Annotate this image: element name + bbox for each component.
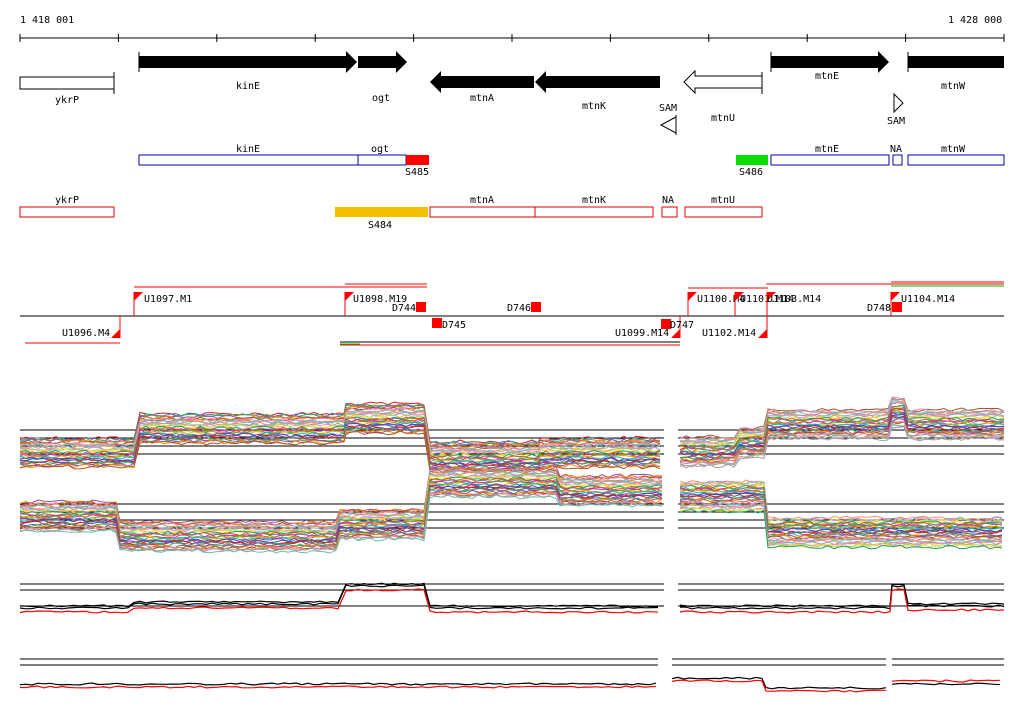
feature-D744[interactable]: D744 — [392, 302, 426, 314]
ruler-ticks — [19, 34, 1005, 42]
blue-segment-mtnE[interactable]: mtnE — [770, 144, 890, 166]
segment-label: NA — [662, 195, 674, 206]
blue-track: kinE ogt S485 S486 mtnE NA mtnW — [138, 144, 1005, 178]
feature-label: U1097.M1 — [144, 294, 192, 305]
expression-panel-reverse — [19, 465, 1004, 554]
expression-summary-reverse — [19, 658, 1004, 693]
terminator-label: SAM — [887, 116, 905, 127]
feature-label: U1102.M14 — [702, 328, 756, 339]
red-segment-NA[interactable]: NA — [661, 195, 678, 218]
segment-label: NA — [890, 144, 902, 155]
blue-segment-kinE[interactable]: kinE — [138, 144, 359, 166]
terminator-sam-left[interactable]: SAM — [659, 103, 677, 135]
feature-label: U1096.M4 — [62, 328, 110, 339]
segment-label: mtnA — [470, 195, 494, 206]
gene-mtnK[interactable]: mtnK — [535, 71, 660, 112]
coordinate-ruler: 1 418 001 1 428 000 — [19, 15, 1005, 42]
block-S484[interactable]: S484 — [335, 207, 428, 231]
feature-U1099.M14[interactable]: U1099.M14 — [615, 316, 681, 339]
feature-U1100.M4[interactable]: U1100.M4 — [687, 292, 745, 316]
gene-label: mtnW — [941, 81, 966, 92]
segment-label: mtnK — [582, 195, 606, 206]
feature-U1098.M19[interactable]: U1098.M19 — [344, 292, 407, 316]
segment-label: ogt — [371, 144, 389, 155]
red-segment-ykrP[interactable]: ykrP — [19, 195, 115, 218]
gene-mtnU[interactable]: mtnU — [683, 69, 763, 124]
feature-U1103.M14[interactable]: U1103.M14 — [766, 292, 821, 316]
segment-label: kinE — [236, 144, 260, 155]
blue-segment-ogt[interactable]: ogt — [357, 144, 407, 166]
blue-segment-NA[interactable]: NA — [890, 144, 903, 166]
feature-label: U1103.M14 — [767, 294, 821, 305]
ruler-end-label: 1 428 000 — [948, 15, 1002, 26]
feature-track: U1097.M1 U1098.M19 D744 D746 U1100.M4 U1… — [20, 281, 1004, 346]
ruler-start-label: 1 418 001 — [20, 15, 74, 26]
feature-U1102.M14[interactable]: U1102.M14 — [702, 316, 768, 339]
feature-label: U1098.M19 — [353, 294, 407, 305]
segment-label: mtnE — [815, 144, 839, 155]
segment-label: ykrP — [55, 195, 79, 206]
gene-label: mtnA — [470, 93, 494, 104]
feature-label: U1104.M14 — [901, 294, 955, 305]
red-segment-mtnK[interactable]: mtnK — [534, 195, 654, 218]
segment-label: mtnU — [711, 195, 735, 206]
feature-D745[interactable]: D745 — [432, 318, 466, 331]
terminator-label: SAM — [659, 103, 677, 114]
gene-mtnW[interactable]: mtnW — [907, 52, 1004, 92]
gene-label: ogt — [372, 93, 390, 104]
gene-kinE[interactable]: kinE — [138, 51, 357, 92]
gene-label: mtnK — [582, 101, 606, 112]
feature-U1096.M4[interactable]: U1096.M4 — [62, 316, 121, 339]
expression-summary-forward — [19, 582, 1005, 614]
gene-label: kinE — [236, 81, 260, 92]
feature-label: D748 — [867, 303, 891, 314]
feature-label: U1099.M14 — [615, 328, 669, 339]
feature-label: D745 — [442, 320, 466, 331]
block-label: S485 — [405, 167, 429, 178]
block-label: S484 — [368, 220, 392, 231]
blue-segment-mtnW[interactable]: mtnW — [907, 144, 1005, 166]
gene-label: mtnU — [711, 113, 735, 124]
block-S486[interactable]: S486 — [736, 155, 768, 178]
block-label: S486 — [739, 167, 763, 178]
gene-ogt[interactable]: ogt — [358, 51, 407, 104]
gene-label: ykrP — [55, 95, 79, 106]
feature-label: D744 — [392, 303, 416, 314]
gene-mtnE[interactable]: mtnE — [770, 51, 889, 82]
gene-mtnA[interactable]: mtnA — [430, 71, 534, 104]
red-track: ykrP S484 mtnA mtnK NA mtnU — [19, 195, 763, 231]
feature-U1097.M1[interactable]: U1097.M1 — [133, 292, 192, 316]
block-S485[interactable]: S485 — [405, 155, 429, 178]
red-segment-mtnU[interactable]: mtnU — [684, 195, 763, 218]
feature-U1104.M14[interactable]: U1104.M14 — [890, 292, 955, 316]
segment-label: mtnW — [941, 144, 966, 155]
gene-track: ykrP kinE ogt mtnA mtnK mtnU mtnE — [19, 51, 1004, 135]
feature-label: D746 — [507, 303, 531, 314]
feature-D746[interactable]: D746 — [507, 302, 541, 314]
feature-label: U1100.M4 — [697, 294, 745, 305]
red-segment-mtnA[interactable]: mtnA — [429, 195, 536, 218]
gene-label: mtnE — [815, 71, 839, 82]
feature-D747[interactable]: D747 — [661, 319, 694, 331]
expression-panel-forward — [19, 396, 1005, 474]
terminator-sam-right[interactable]: SAM — [887, 92, 905, 127]
feature-label: D747 — [670, 320, 694, 331]
gene-ykrP[interactable]: ykrP — [19, 72, 115, 106]
feature-D748[interactable]: D748 — [867, 302, 902, 314]
